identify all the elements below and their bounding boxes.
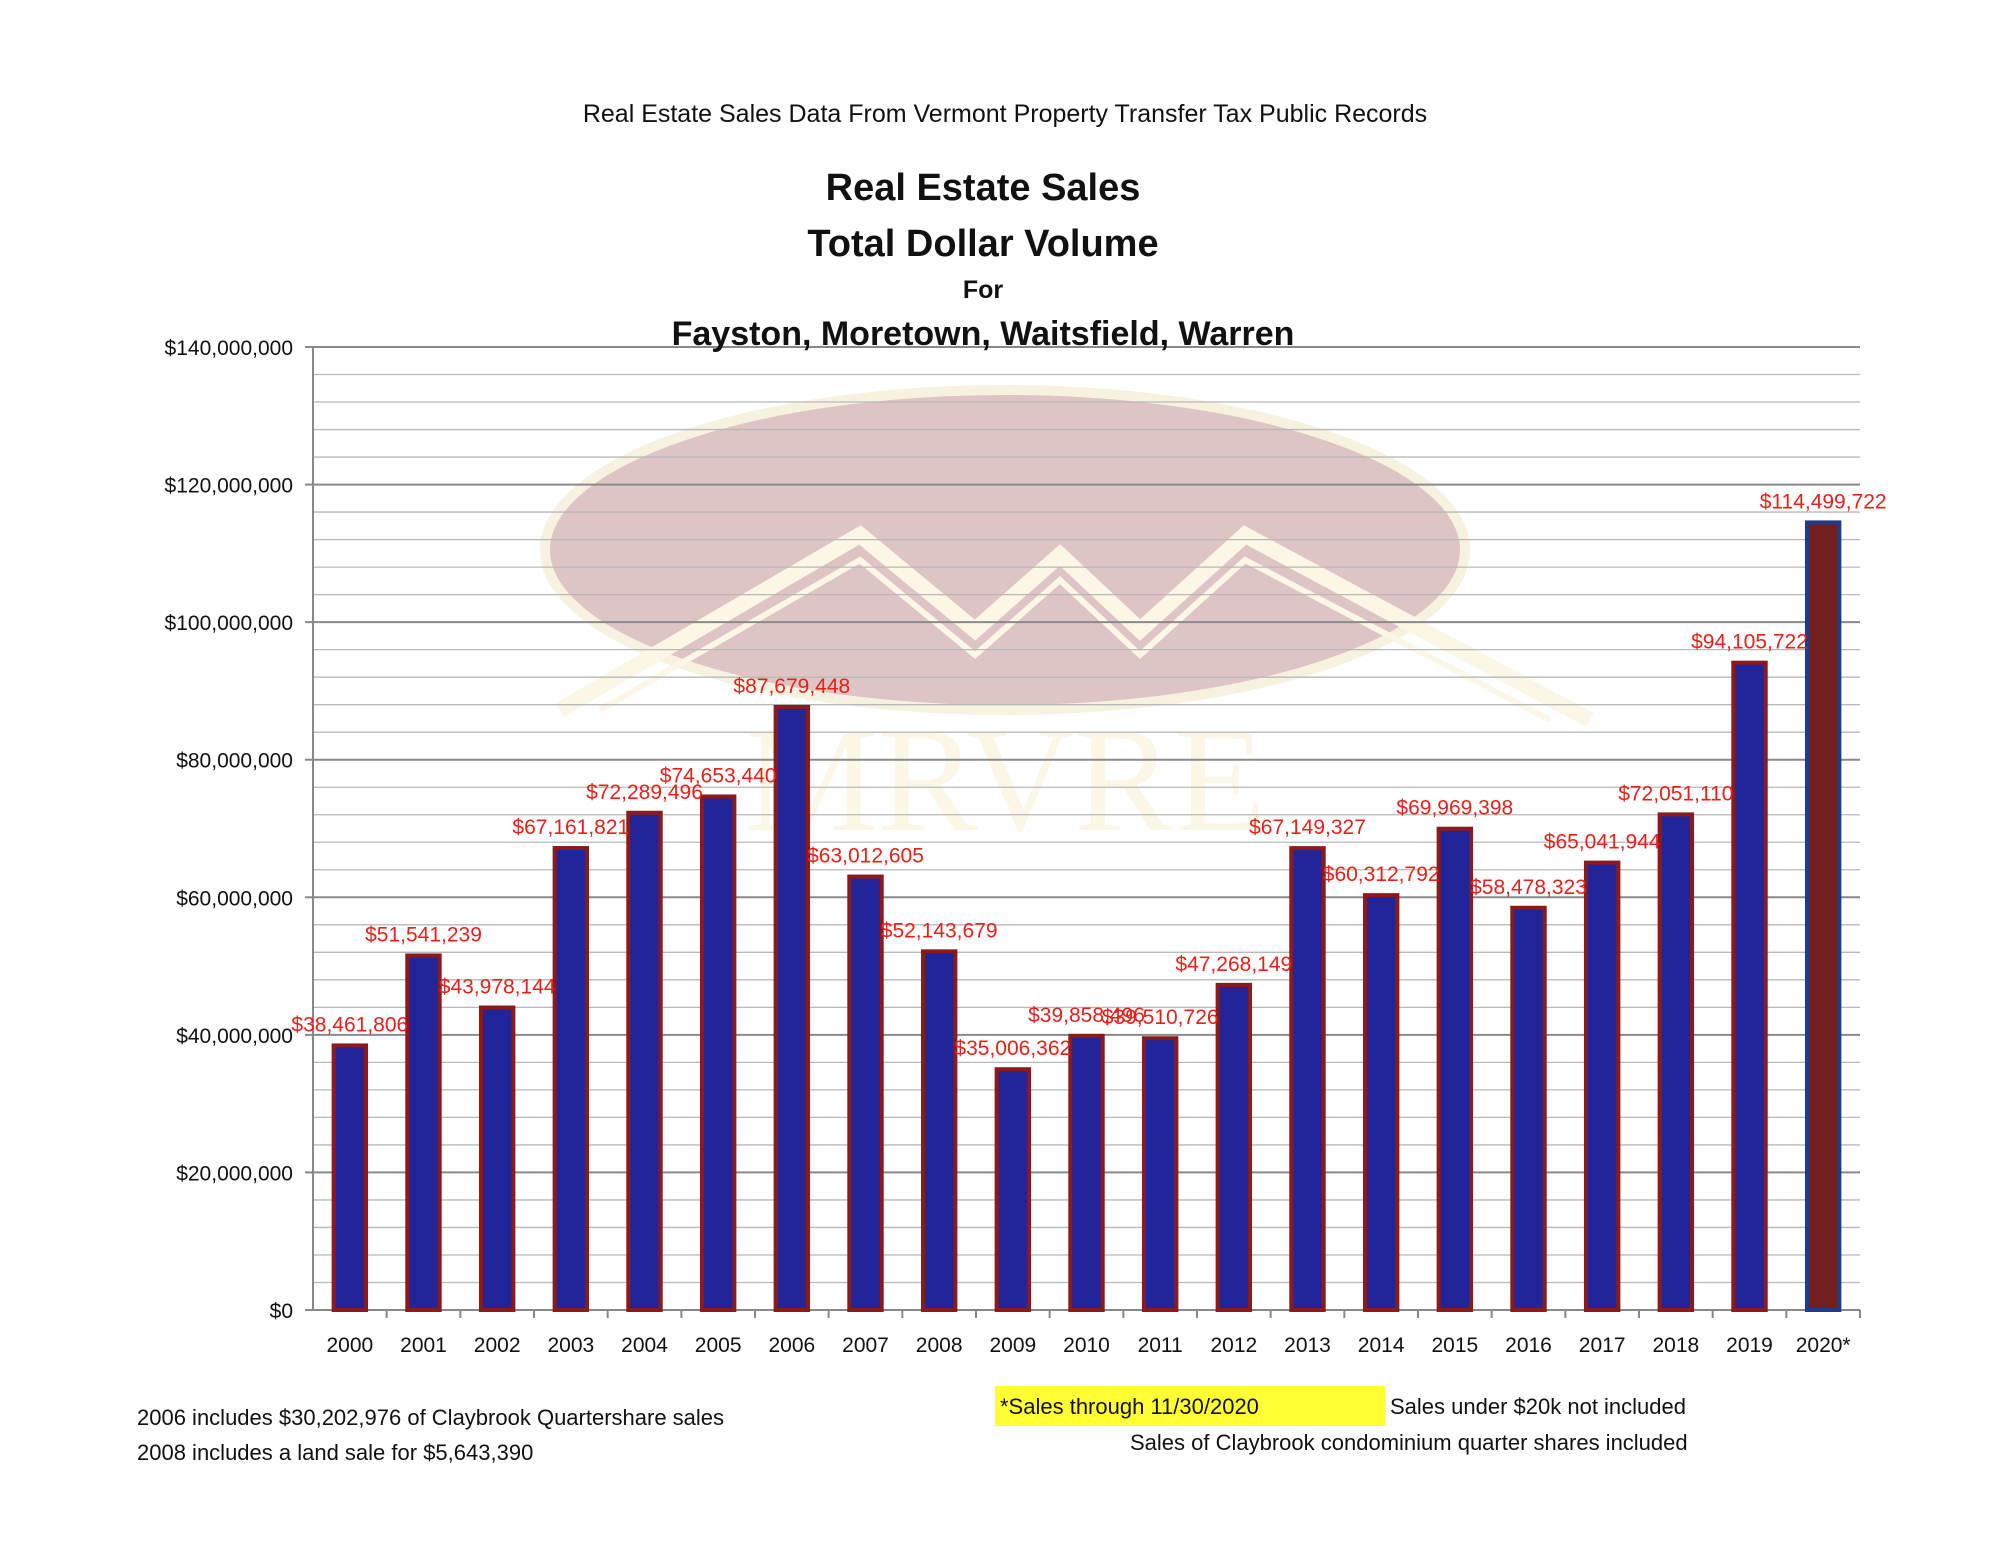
data-label: $52,143,679 [881,919,998,942]
x-tick-label: 2001 [400,1334,447,1357]
data-label: $67,149,327 [1249,816,1366,839]
data-label: $43,978,144 [439,975,556,998]
bar-2009 [994,1067,1032,1313]
x-tick-label: 2002 [474,1334,521,1357]
footnote-highlight [995,1386,1385,1426]
y-tick-label: $20,000,000 [176,1162,293,1185]
x-tick-label: 2007 [842,1334,889,1357]
x-tick-label: 2000 [326,1334,373,1357]
bars [331,520,1842,1313]
y-tick-label: $120,000,000 [165,475,293,498]
bar-2016 [1510,905,1547,1312]
x-tick-label: 2013 [1284,1334,1331,1357]
bar-2007 [847,874,884,1312]
y-tick-label: $60,000,000 [176,887,293,910]
data-label: $87,679,448 [733,675,850,698]
x-tick-label: 2015 [1431,1334,1478,1357]
data-label: $39,858,496 [1028,1004,1145,1027]
x-tick-label: 2020* [1796,1334,1851,1357]
data-label: $47,268,149 [1175,953,1292,976]
bar-2014 [1362,893,1400,1312]
data-label: $35,006,362 [954,1037,1071,1060]
data-label: $114,499,722 [1760,490,1887,513]
x-tick-label: 2014 [1358,1334,1405,1357]
source-line: Real Estate Sales Data From Vermont Prop… [583,100,1427,128]
x-axis-tick-labels: 2000 2001 2002 2003 2004 2005 2006 2007 2008 2009… [326,1334,1850,1357]
data-label: $74,653,440 [660,764,777,787]
x-tick-label: 2017 [1579,1334,1626,1357]
footnote-claybrook-2006: 2006 includes $30,202,976 of Claybrook Q… [137,1405,724,1430]
data-label: $94,105,722 [1691,631,1808,654]
data-label: $67,161,821 [512,816,629,839]
y-axis-tick-labels: $0 $20,000,000 $40,000,000 $60,000,000 $80,0… [165,337,293,1323]
x-tick-label: 2011 [1138,1334,1183,1357]
chart-subtitle: Total Dollar Volume [807,223,1158,265]
footnote-sales-through: *Sales through 11/30/2020 [1000,1394,1259,1419]
bar-2004 [626,810,663,1312]
x-tick-label: 2016 [1505,1334,1552,1357]
bar-2003 [552,846,590,1313]
x-tick-label: 2005 [695,1334,742,1357]
x-tick-label: 2019 [1726,1334,1773,1357]
bar-2015 [1436,826,1474,1312]
x-tick-label: 2003 [547,1334,594,1357]
data-label: $72,051,110 [1618,782,1733,805]
footnote-claybrook-shares: Sales of Claybrook condominium quarter s… [1130,1430,1688,1455]
data-label: $39,510,726 [1102,1006,1219,1029]
chart-title-towns: Fayston, Moretown, Waitsfield, Warren [672,315,1295,353]
bar-2008 [920,949,958,1312]
bar-2019 [1731,660,1768,1312]
chart-title: Real Estate Sales [826,167,1141,209]
bar-2010 [1068,1033,1105,1312]
bar-2017 [1583,860,1621,1313]
footnote-land-sale-2008: 2008 includes a land sale for $5,643,390 [137,1440,533,1465]
bar-2012 [1215,982,1253,1312]
bar-2005 [699,794,737,1312]
data-label: $58,478,323 [1470,876,1587,899]
y-tick-label: $0 [270,1300,293,1323]
chart-title-for: For [963,276,1004,304]
bar-2000 [331,1043,369,1313]
bar-2013 [1289,846,1326,1313]
y-tick-label: $40,000,000 [176,1025,293,1048]
x-tick-label: 2004 [621,1334,668,1357]
y-tick-label: $80,000,000 [176,750,293,773]
bar-2002 [478,1005,516,1313]
watermark-text: MRVRE [744,697,1265,863]
x-tick-label: 2006 [768,1334,815,1357]
data-label: $65,041,944 [1544,831,1661,854]
x-tick-label: 2012 [1210,1334,1257,1357]
data-labels: $38,461,806 $51,541,239 $43,978,144 $67,161… [291,490,1886,1060]
y-tick-label: $140,000,000 [165,337,293,360]
bar-2018 [1657,812,1695,1312]
data-label: $51,541,239 [365,923,482,946]
footnote-under-20k: Sales under $20k not included [1390,1394,1686,1419]
data-label: $38,461,806 [291,1013,408,1036]
data-label: $63,012,605 [807,845,924,868]
watermark-logo: MRVRE [540,385,1594,863]
data-label: $69,969,398 [1396,797,1513,820]
data-label: $72,289,496 [586,781,703,804]
y-tick-label: $100,000,000 [165,612,293,635]
x-tick-label: 2010 [1063,1334,1110,1357]
x-tick-label: 2018 [1652,1334,1699,1357]
x-tick-label: 2009 [989,1334,1036,1357]
bar-2006 [773,704,811,1312]
bar-2001 [405,953,442,1312]
bar-2011 [1141,1036,1179,1312]
bar-2020 [1804,520,1842,1312]
data-label: $60,312,792 [1323,863,1440,886]
x-tick-label: 2008 [916,1334,963,1357]
